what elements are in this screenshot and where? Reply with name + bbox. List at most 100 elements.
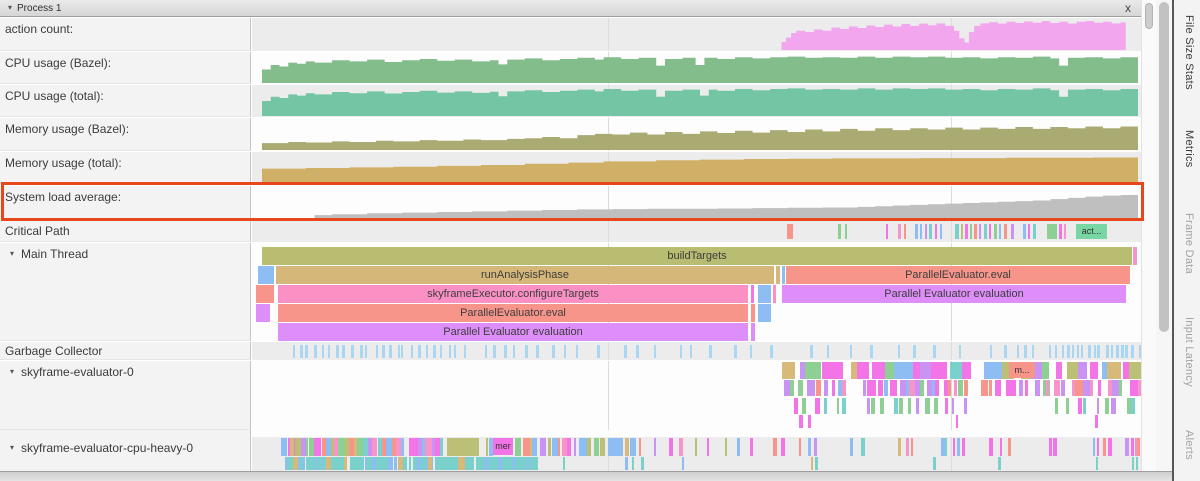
trace-slice[interactable] — [256, 285, 274, 303]
trace-stripe — [949, 362, 966, 379]
trace-stripe — [408, 457, 411, 470]
trace-slice[interactable]: Parallel Evaluator evaluation — [782, 285, 1126, 303]
trace-stripe — [607, 438, 615, 456]
trace-stripe — [313, 438, 322, 456]
trace-stripe — [1130, 380, 1139, 396]
trace-stripe — [433, 345, 437, 358]
trace-stripe — [536, 345, 539, 358]
trace-stripe — [1128, 362, 1141, 379]
main-thread-track[interactable]: buildTargets runAnalysisPhase ParallelEval… — [252, 243, 1141, 341]
counter-track-system-load[interactable] — [252, 186, 1141, 220]
tab-metrics[interactable]: Metrics — [1183, 130, 1195, 168]
trace-stripe — [1104, 398, 1110, 414]
thread-label-skyframe-evaluator-cpu-heavy-0[interactable]: ▾ skyframe-evaluator-cpu-heavy-0 — [0, 437, 251, 471]
thread-label-skyframe-evaluator-0[interactable]: ▾ skyframe-evaluator-0 — [0, 361, 251, 430]
counter-track-mem-bazel[interactable] — [252, 118, 1141, 151]
tab-frame-data[interactable]: Frame Data — [1183, 213, 1195, 275]
tab-input-latency[interactable]: Input Latency — [1183, 317, 1195, 387]
gap-track — [252, 430, 1141, 437]
trace-stripe — [797, 380, 803, 396]
trace-stripe — [337, 457, 342, 470]
counter-chart — [262, 21, 1138, 50]
trace-slice[interactable] — [782, 266, 785, 284]
skyframe-evaluator-0-track[interactable]: m... — [252, 361, 1141, 430]
trace-stripe — [1023, 224, 1026, 239]
skyframe-evaluator-cpu-heavy-0-track[interactable]: mer — [252, 437, 1141, 471]
trace-stripe — [856, 362, 869, 379]
trace-slice[interactable]: skyframeExecutor.configureTargets — [278, 285, 748, 303]
collapse-triangle-icon[interactable]: ▾ — [8, 3, 13, 12]
trace-stripe — [781, 362, 795, 379]
thread-label-garbage-collector[interactable]: Garbage Collector — [0, 342, 251, 360]
trace-slice[interactable] — [773, 285, 776, 303]
trace-stripe — [351, 345, 354, 358]
counter-label: CPU usage (Bazel): — [0, 52, 251, 84]
collapse-triangle-icon[interactable]: ▾ — [10, 367, 15, 376]
close-icon[interactable]: x — [1125, 1, 1131, 15]
page-vertical-scrollbar[interactable] — [1156, 0, 1172, 481]
trace-stripe — [368, 438, 374, 456]
trace-stripe — [695, 438, 698, 456]
critical-path-track[interactable]: act... — [252, 221, 1141, 242]
trace-stripe — [439, 345, 443, 358]
garbage-collector-track[interactable] — [252, 342, 1141, 360]
trace-stripe — [1131, 438, 1134, 456]
panel-vertical-scrollbar[interactable] — [1141, 0, 1156, 471]
trace-stripe — [961, 362, 971, 379]
trace-stripe — [824, 398, 828, 414]
trace-slice[interactable] — [751, 323, 755, 341]
collapse-triangle-icon[interactable]: ▾ — [10, 443, 15, 452]
row-skyframe-evaluator-cpu-heavy-0: ▾ skyframe-evaluator-cpu-heavy-0 mer — [0, 437, 1141, 471]
trace-stripe — [1137, 380, 1141, 396]
trace-slice[interactable]: ParallelEvaluator.eval — [786, 266, 1130, 284]
counter-label: CPU usage (total): — [0, 85, 251, 117]
trace-stripe — [1019, 380, 1023, 396]
trace-slice[interactable] — [776, 266, 780, 284]
counter-track-action-count[interactable] — [252, 18, 1141, 51]
counter-track-cpu-bazel[interactable] — [252, 52, 1141, 84]
trace-stripe — [383, 457, 387, 470]
panel-scrollbar-thumb[interactable] — [1145, 3, 1153, 29]
tab-file-size-stats[interactable]: File Size Stats — [1183, 15, 1195, 90]
trace-slice[interactable]: ParallelEvaluator.eval — [278, 304, 748, 322]
trace-stripe — [515, 438, 522, 456]
row-cpu-total: CPU usage (total): — [0, 85, 1141, 117]
trace-slice[interactable] — [1133, 247, 1137, 265]
counter-track-mem-total[interactable] — [252, 152, 1141, 184]
trace-stripe — [1023, 345, 1027, 358]
event-badge[interactable]: m... — [1009, 362, 1035, 378]
trace-stripe — [552, 438, 558, 456]
thread-label-main-thread[interactable]: ▾ Main Thread — [0, 243, 251, 341]
trace-slice[interactable] — [751, 304, 755, 322]
trace-stripe — [501, 457, 510, 470]
horizontal-scrollbar[interactable] — [0, 471, 1172, 481]
trace-slice[interactable] — [256, 304, 270, 322]
trace-slice[interactable] — [758, 304, 771, 322]
trace-stripe — [529, 457, 539, 470]
page-scrollbar-thumb[interactable] — [1159, 2, 1169, 332]
event-badge[interactable]: act... — [1076, 224, 1107, 239]
trace-slice[interactable] — [758, 285, 771, 303]
trace-slice[interactable] — [751, 285, 754, 303]
trace-stripe — [435, 438, 442, 456]
trace-stripe — [724, 438, 728, 456]
trace-stripe — [396, 438, 402, 456]
tab-alerts[interactable]: Alerts — [1183, 430, 1195, 460]
row-mem-bazel: Memory usage (Bazel): — [0, 118, 1141, 151]
thread-label-critical-path[interactable]: Critical Path — [0, 221, 251, 242]
trace-stripe — [1007, 438, 1012, 456]
row-mem-total: Memory usage (total): — [0, 152, 1141, 184]
trace-stripe — [831, 362, 844, 379]
trace-stripe — [521, 457, 531, 470]
trace-stripe — [417, 345, 421, 358]
trace-stripe — [841, 398, 846, 414]
trace-stripe — [516, 457, 521, 470]
event-badge[interactable]: mer — [493, 438, 513, 455]
counter-track-cpu-total[interactable] — [252, 85, 1141, 117]
trace-slice[interactable]: runAnalysisPhase — [276, 266, 774, 284]
collapse-triangle-icon[interactable]: ▾ — [10, 249, 15, 258]
trace-slice[interactable] — [258, 266, 274, 284]
trace-slice[interactable]: buildTargets — [262, 247, 1132, 265]
trace-slice[interactable]: Parallel Evaluator evaluation — [278, 323, 748, 341]
trace-stripe — [426, 345, 429, 358]
